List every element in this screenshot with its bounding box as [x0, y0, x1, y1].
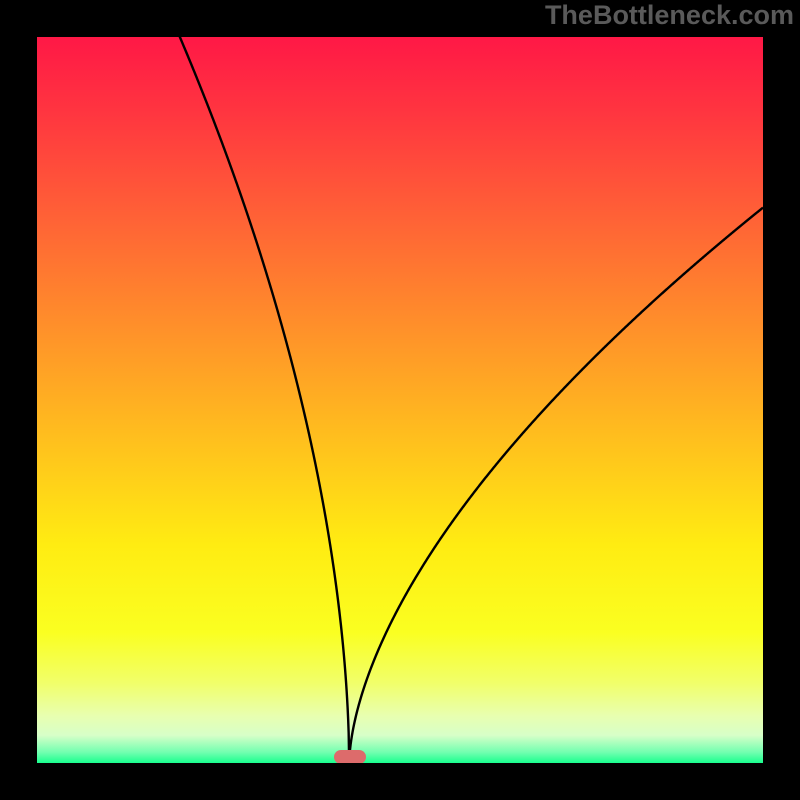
plot-area — [37, 37, 763, 763]
target-marker — [334, 750, 366, 763]
watermark-text: TheBottleneck.com — [545, 0, 794, 31]
figure-root: TheBottleneck.com — [0, 0, 800, 800]
gradient-background — [37, 37, 763, 763]
plot-svg — [37, 37, 763, 763]
